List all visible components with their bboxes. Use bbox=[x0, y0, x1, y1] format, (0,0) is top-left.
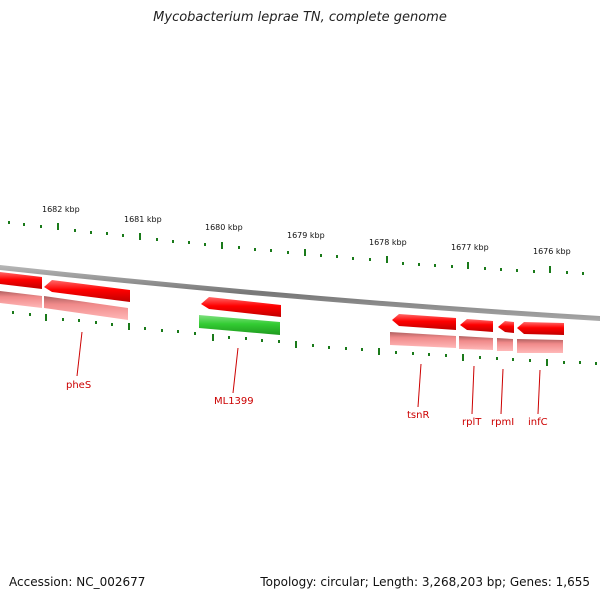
gene-label-rpmi[interactable]: rpmI bbox=[491, 417, 514, 428]
accession-label: Accession: NC_002677 bbox=[9, 575, 146, 589]
subfeature-bar-phes bbox=[44, 296, 128, 320]
ruler-label-1681: 1681 kbp bbox=[124, 215, 162, 224]
subfeature-bar-unnamed bbox=[0, 291, 42, 308]
subfeature-bar-ml1399 bbox=[199, 315, 280, 335]
gene-subfeatures bbox=[0, 291, 563, 353]
map-title: Mycobacterium leprae TN, complete genome bbox=[153, 10, 447, 25]
gene-label-phes[interactable]: pheS bbox=[66, 380, 91, 391]
gene-arrow-rplt[interactable] bbox=[460, 319, 493, 332]
gene-features bbox=[0, 272, 564, 335]
subfeature-bar-rplt bbox=[459, 336, 493, 350]
subfeature-bar-tsnr bbox=[390, 332, 456, 348]
ruler-label-1680: 1680 kbp bbox=[205, 223, 243, 232]
ruler-label-1679: 1679 kbp bbox=[287, 231, 325, 240]
gene-arrow-rpmi[interactable] bbox=[498, 321, 514, 333]
gene-arrow-ml1399[interactable] bbox=[201, 297, 281, 317]
gene-label-ml1399[interactable]: ML1399 bbox=[214, 396, 254, 407]
gene-label-infc[interactable]: infC bbox=[528, 417, 548, 428]
subfeature-bar-infc bbox=[517, 339, 563, 353]
ruler-label-1677: 1677 kbp bbox=[451, 243, 489, 252]
ruler-label-1676: 1676 kbp bbox=[533, 247, 571, 256]
genome-backbone bbox=[0, 265, 600, 321]
gene-arrow-phes[interactable] bbox=[44, 280, 130, 302]
gene-arrow-infc[interactable] bbox=[517, 322, 564, 335]
subfeature-bar-rpmi bbox=[497, 338, 513, 351]
genome-summary: Topology: circular; Length: 3,268,203 bp… bbox=[260, 575, 590, 589]
ruler-label-1682: 1682 kbp bbox=[42, 205, 80, 214]
gene-label-rplt[interactable]: rplT bbox=[462, 417, 482, 428]
gene-label-tsnr[interactable]: tsnR bbox=[407, 410, 429, 421]
ruler-label-1678: 1678 kbp bbox=[369, 238, 407, 247]
gene-arrow-tsnr[interactable] bbox=[392, 314, 456, 330]
outer-tick-ruler bbox=[8, 221, 584, 275]
inner-tick-ruler bbox=[12, 311, 597, 366]
gene-arrow-unnamed[interactable] bbox=[0, 272, 42, 289]
label-leader-lines bbox=[76, 331, 541, 415]
